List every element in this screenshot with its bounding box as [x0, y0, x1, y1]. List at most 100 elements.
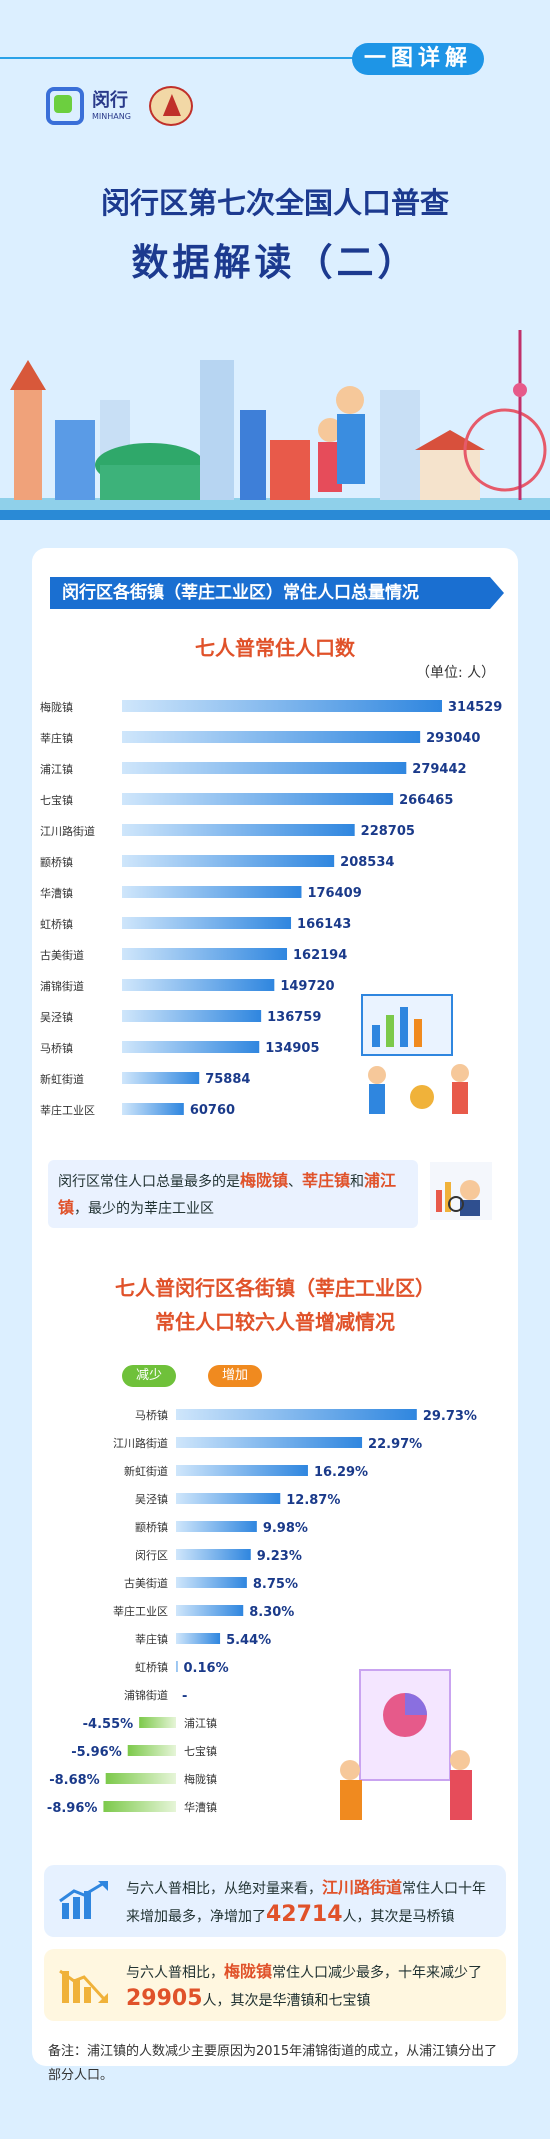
bar-value-label: 208534: [340, 855, 394, 870]
bar-category-label: 马桥镇: [135, 1408, 168, 1422]
trend-down-icon: [59, 1969, 108, 2003]
census-emblem-icon: [148, 86, 193, 126]
chart2-title-line1: 七人普闵行区各街镇（莘庄工业区）: [115, 1276, 435, 1300]
trend-up-icon: [59, 1881, 108, 1919]
note2-h1: 梅陇镇: [224, 1962, 273, 1981]
bar-value-label: -4.55%: [83, 1717, 134, 1732]
bar: [122, 1041, 260, 1053]
note2-p2: 常住人口减少最多，十年来减少了: [272, 1965, 483, 1981]
header-tag: 一图详解: [352, 43, 485, 75]
bar-increase: [176, 1577, 247, 1588]
bar-value-label: 5.44%: [226, 1633, 271, 1648]
bar-category-label: 莘庄镇: [135, 1632, 168, 1646]
bar-value-label: 162194: [293, 948, 347, 963]
bar-category-label: 颛桥镇: [135, 1520, 168, 1534]
bar-category-label: 浦锦街道: [40, 979, 84, 993]
note-decrease: 与六人普相比，梅陇镇常住人口减少最多，十年来减少了 29905人，其次是华漕镇和七…: [44, 1949, 506, 2021]
bar-decrease: [103, 1801, 176, 1812]
population-bar-chart: 梅陇镇 314529 莘庄镇 293040 浦江镇 279442 七宝镇 266465 江川路街…: [40, 700, 502, 1118]
magnifier-chart-icon: [430, 1162, 492, 1220]
note2-p3: 人，其次是华漕镇和七宝镇: [202, 1993, 371, 2009]
bar-increase: [176, 1437, 363, 1448]
bar-value-label: 176409: [307, 886, 361, 901]
bar-value-label: 166143: [297, 917, 351, 932]
bar-category-label: 吴泾镇: [135, 1492, 168, 1506]
bar-category-label: 莘庄工业区: [113, 1604, 168, 1618]
minhang-logo-icon: [46, 87, 84, 125]
report-illustration: [340, 1669, 472, 1820]
note1-big: 42714: [266, 1902, 343, 1927]
bar-value-label: 228705: [361, 824, 415, 839]
bar-decrease: [127, 1745, 176, 1756]
section1-banner: 闵行区各街镇（莘庄工业区）常住人口总量情况: [50, 577, 504, 609]
bar-value-label: -8.68%: [49, 1773, 100, 1788]
summary1-h2: 莘庄镇: [302, 1171, 351, 1190]
bar: [122, 886, 302, 898]
bar-increase: [176, 1409, 417, 1420]
bar: [122, 762, 407, 774]
bar: [122, 1103, 184, 1115]
legend-increase: 增加: [208, 1365, 262, 1387]
bar-category-label: 新虹街道: [124, 1464, 168, 1478]
chart1-title: 七人普常住人口数: [195, 636, 355, 660]
bar-increase: [176, 1465, 308, 1476]
bar: [122, 1072, 200, 1084]
summary1-p2: 、: [288, 1174, 303, 1190]
bar-category-label: 新虹街道: [40, 1072, 84, 1086]
bar: [122, 917, 292, 929]
logo-en: MINHANG: [92, 111, 131, 121]
bar: [122, 793, 394, 805]
bar-category-label: 马桥镇: [40, 1041, 73, 1055]
summary1-p1: 闵行区常住人口总量最多的是: [58, 1174, 240, 1190]
note2-p1: 与六人普相比，: [126, 1965, 224, 1981]
bar-category-label: 华漕镇: [40, 886, 73, 900]
bar-value-label: 9.23%: [257, 1549, 302, 1564]
bar-value-label: 22.97%: [368, 1437, 422, 1452]
bar-increase: [176, 1633, 221, 1644]
chart2-title-line2: 常住人口较六人普增减情况: [155, 1310, 395, 1334]
bar-category-label: 浦锦街道: [124, 1688, 168, 1702]
bar-value-label: 134905: [265, 1041, 319, 1056]
bar-category-label: 七宝镇: [40, 793, 73, 807]
logo-group: 闵行 MINHANG: [46, 86, 193, 126]
logo-text: 闵行 MINHANG: [92, 89, 131, 121]
bar-value-label: 0.16%: [184, 1661, 229, 1676]
note1-p3: 人，其次是马桥镇: [342, 1909, 455, 1925]
bar-value-label: 29.73%: [423, 1409, 477, 1424]
footnote: 备注：浦江镇的人数减少主要原因为2015年浦锦街道的成立，从浦江镇分出了部分人口…: [48, 2044, 498, 2083]
summary1-h1: 梅陇镇: [240, 1171, 289, 1190]
bar-value-label: 12.87%: [286, 1493, 340, 1508]
summary1-p4: ，最少的为莘庄工业区: [74, 1201, 215, 1217]
change-bar-chart: 马桥镇 29.73% 江川路街道 22.97% 新虹街道 16.29% 吴泾镇 12.87% 颛…: [47, 1408, 477, 1816]
summary1-p3: 和: [350, 1174, 365, 1190]
city-skyline-illustration: [0, 330, 550, 520]
note1-p2: 常住人口十年来增加最多，净增加了: [126, 1881, 487, 1925]
analysts-illustration: [361, 994, 469, 1114]
bar-value-label: -8.96%: [47, 1801, 98, 1816]
bar-value-label: 75884: [205, 1072, 250, 1087]
bar: [122, 979, 275, 991]
bar-category-label: 莘庄镇: [40, 731, 73, 745]
header-rule: [0, 57, 355, 59]
bar: [122, 1010, 262, 1022]
bar: [122, 824, 355, 836]
bar: [122, 731, 421, 743]
bar-decrease: [139, 1717, 176, 1728]
bar-category-label: 吴泾镇: [40, 1010, 73, 1024]
summary1-text: 闵行区常住人口总量最多的是梅陇镇、莘庄镇和浦江镇，最少的为莘庄工业区: [48, 1160, 418, 1228]
bar-value-label: 60760: [190, 1103, 235, 1118]
bar: [122, 855, 335, 867]
bar-value-label: -: [182, 1689, 187, 1704]
bar-category-label: 虹桥镇: [40, 917, 73, 931]
note2-big: 29905: [126, 1986, 203, 2011]
bar-increase: [176, 1549, 251, 1560]
bar-category-label: 梅陇镇: [40, 700, 73, 714]
bar-value-label: 314529: [448, 700, 502, 715]
bar-value-label: 16.29%: [314, 1465, 368, 1480]
bar-value-label: 293040: [426, 731, 480, 746]
logo-cn: 闵行: [92, 89, 128, 111]
bar-category-label: 七宝镇: [184, 1744, 217, 1758]
legend-decrease: 减少: [122, 1365, 176, 1387]
bar-value-label: 9.98%: [263, 1521, 308, 1536]
bar-value-label: 8.30%: [249, 1605, 294, 1620]
